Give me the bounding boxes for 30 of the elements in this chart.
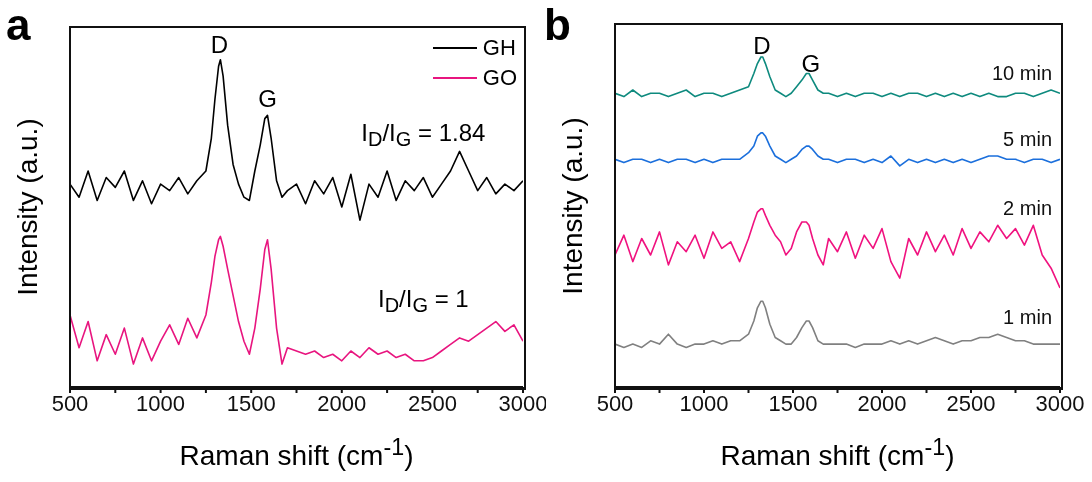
x-tick-label: 3000 bbox=[1035, 390, 1085, 416]
x-tick-label: 2500 bbox=[407, 390, 457, 416]
x-tick-label: 500 bbox=[51, 390, 89, 416]
series-label: 2 min bbox=[1003, 197, 1052, 220]
annotation: G bbox=[258, 85, 277, 113]
text: D bbox=[210, 31, 229, 59]
series-label: 10 min bbox=[991, 62, 1052, 84]
x-tick-label: 2000 bbox=[317, 390, 367, 416]
chart-title: a bbox=[6, 0, 31, 50]
y-axis-title: Intensity (a.u.) bbox=[557, 116, 589, 295]
annotation: I$_{D}$/I$_{G}$ = 1.84 bbox=[361, 118, 486, 152]
annotation: D bbox=[753, 31, 771, 60]
x-tick-label: 2000 bbox=[857, 390, 907, 416]
series-label: 5 min bbox=[1003, 128, 1052, 150]
x-tick-label: 3000 bbox=[498, 390, 548, 416]
x-tick-label: 1000 bbox=[136, 390, 186, 416]
x-tick-label: 1000 bbox=[679, 390, 729, 416]
x-tick-label: 1500 bbox=[768, 390, 818, 416]
x-axis-title: Raman shift (cm$^{-1}$) bbox=[179, 434, 414, 473]
y-axis-title: Intensity (a.u.) bbox=[12, 118, 44, 296]
series-label: 1 min bbox=[1003, 306, 1052, 329]
chart-title: b bbox=[544, 0, 571, 50]
x-axis-title: Raman shift (cm$^{-1}$) bbox=[720, 434, 955, 473]
x-tick-label: 2500 bbox=[946, 390, 996, 416]
annotation: I$_{D}$/I$_{G}$ = 1 bbox=[377, 284, 469, 317]
annotation: G bbox=[801, 49, 821, 78]
x-tick-label: 500 bbox=[596, 390, 634, 416]
x-tick-label: 1500 bbox=[226, 390, 276, 416]
legend-label: GH bbox=[482, 35, 516, 61]
legend-label: GO bbox=[482, 65, 517, 91]
